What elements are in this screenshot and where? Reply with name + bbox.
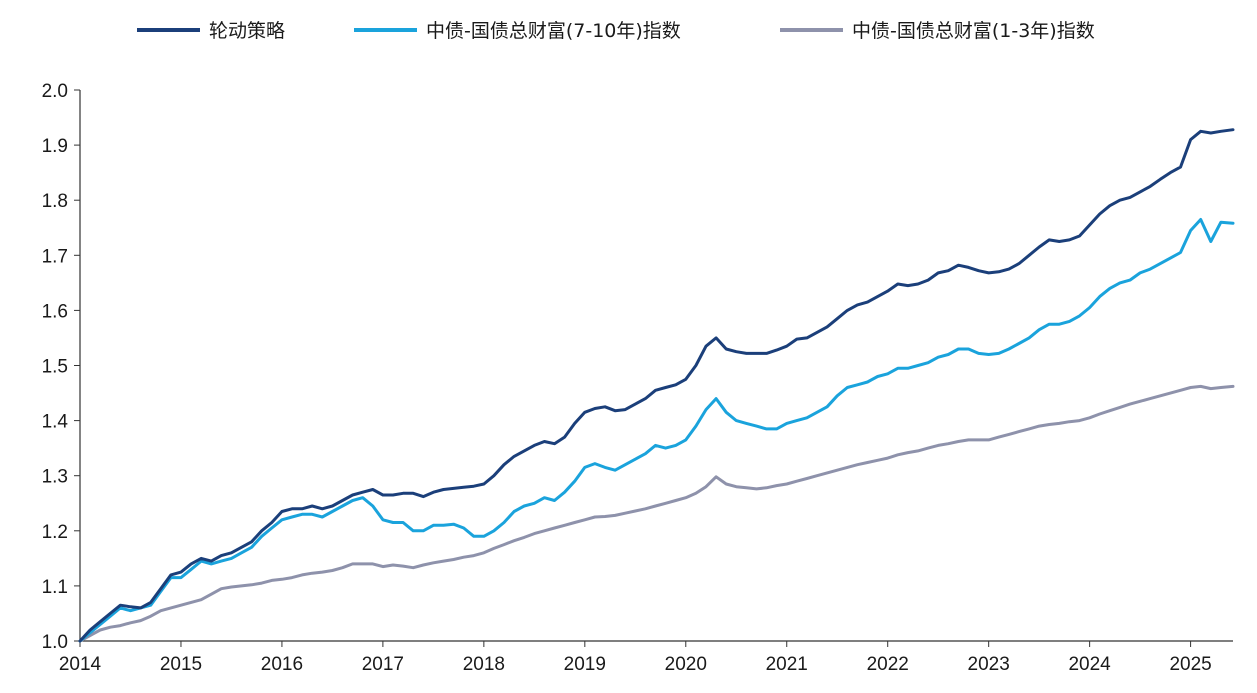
legend: 轮动策略 中债-国债总财富(7-10年)指数 中债-国债总财富(1-3年)指数 xyxy=(137,20,1095,42)
legend-item-bond-1-3: 中债-国债总财富(1-3年)指数 xyxy=(780,20,1095,42)
x-tick-label: 2015 xyxy=(160,654,202,675)
y-tick-label: 1.4 xyxy=(42,412,69,433)
x-tick-label: 2017 xyxy=(362,654,404,675)
y-tick-label: 1.1 xyxy=(42,577,68,598)
y-tick-label: 1.8 xyxy=(42,191,68,212)
x-tick-label: 2014 xyxy=(59,654,102,675)
legend-item-bond-7-10: 中债-国债总财富(7-10年)指数 xyxy=(354,20,681,42)
legend-item-strategy: 轮动策略 xyxy=(137,20,285,42)
axes: 1.0 1.1 1.2 1.3 1.4 1.5 1.6 1.7 1.8 1.9 2.0 2014 201… xyxy=(42,81,1233,675)
x-tick-label: 2019 xyxy=(564,654,606,675)
x-tick-label: 2016 xyxy=(261,654,303,675)
legend-label-strategy: 轮动策略 xyxy=(209,20,285,42)
y-tick-label: 1.0 xyxy=(42,632,68,653)
x-tick-label: 2022 xyxy=(867,654,909,675)
series-line-0 xyxy=(78,128,1235,643)
y-tick-label: 1.6 xyxy=(42,301,68,322)
y-tick-label: 1.9 xyxy=(42,136,68,157)
legend-label-bond-1-3: 中债-国债总财富(1-3年)指数 xyxy=(852,20,1095,42)
y-tick-label: 1.3 xyxy=(42,467,68,488)
series-line-1 xyxy=(78,218,1235,643)
x-tick-label: 2018 xyxy=(463,654,505,675)
y-tick-label: 1.7 xyxy=(42,246,68,267)
x-tick-label: 2024 xyxy=(1068,654,1111,675)
y-tick-label: 2.0 xyxy=(42,81,68,102)
x-tick-label: 2023 xyxy=(968,654,1010,675)
y-tick-label: 1.2 xyxy=(42,522,68,543)
series-line-2 xyxy=(78,384,1235,643)
y-tick-label: 1.5 xyxy=(42,357,68,378)
x-tick-label: 2025 xyxy=(1169,654,1211,675)
x-tick-label: 2021 xyxy=(766,654,808,675)
series-layer xyxy=(78,128,1235,643)
x-tick-label: 2020 xyxy=(665,654,707,675)
legend-label-bond-7-10: 中债-国债总财富(7-10年)指数 xyxy=(426,20,681,42)
